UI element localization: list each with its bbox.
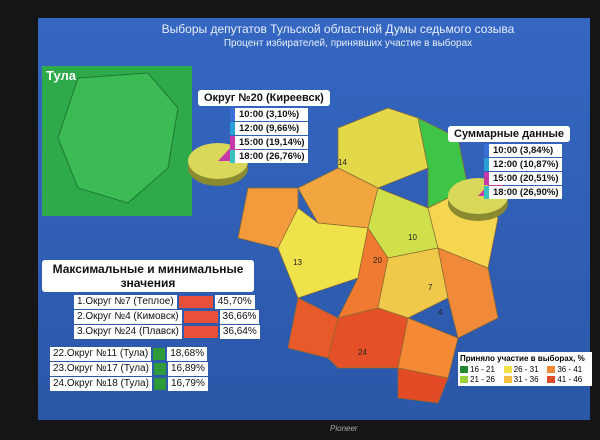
summary-list: 10:00 (3,84%) 12:00 (10,87%) 15:00 (20,51%… <box>484 144 563 200</box>
legend-swatch <box>547 366 556 373</box>
inset-title: Тула <box>46 68 76 83</box>
callout-text: 10:00 (3,10%) <box>239 109 300 120</box>
ranking-value: 16,89% <box>167 362 208 376</box>
legend-label: 31 - 36 <box>513 375 539 384</box>
legend-item: 41 - 46 <box>547 375 590 384</box>
legend-label: 26 - 31 <box>513 365 539 374</box>
ranking-value: 16,79% <box>167 377 208 391</box>
legend-item: 26 - 31 <box>503 365 547 374</box>
callout-text: 15:00 (19,14%) <box>239 137 305 148</box>
legend-swatch <box>503 376 512 383</box>
legend-item: 16 - 21 <box>460 365 503 374</box>
legend-title: Приняло участие в выборах, % <box>460 354 585 363</box>
callout-item: 15:00 (19,14%) <box>230 136 309 149</box>
legend-label: 41 - 46 <box>557 375 583 384</box>
callout-item: 12:00 (9,66%) <box>230 122 309 135</box>
ranking-row: 2.Округ №4 (Кимовск) 36,66% <box>74 310 260 324</box>
ranking-name: 24.Округ №18 (Тула) <box>50 377 152 391</box>
legend: Приняло участие в выборах, % 16 - 21 26 - … <box>458 352 592 386</box>
ranking-bar <box>153 348 166 360</box>
district-number: 20 <box>373 256 382 265</box>
ranking-row: 3.Округ №24 (Плавск) 36,64% <box>74 325 260 339</box>
callout-text: 18:00 (26,76%) <box>239 151 305 162</box>
legend-label: 21 - 26 <box>470 375 495 384</box>
ranking-name: 22.Округ №11 (Тула) <box>50 347 152 361</box>
district-number: 7 <box>428 283 433 292</box>
brand: Pioneer <box>330 424 358 433</box>
callout-item: 18:00 (26,90%) <box>484 186 563 199</box>
callout-text: 18:00 (26,90%) <box>493 187 559 198</box>
callout-item: 12:00 (10,87%) <box>484 158 563 171</box>
callout-item: 15:00 (20,51%) <box>484 172 563 185</box>
ranking-bar <box>183 311 218 323</box>
legend-label: 36 - 41 <box>557 365 583 374</box>
ranking-row: 22.Округ №11 (Тула) 18,68% <box>50 347 260 361</box>
callout-title: Округ №20 (Киреевск) <box>198 90 330 106</box>
callout-text: 15:00 (20,51%) <box>493 173 559 184</box>
screen: Выборы депутатов Тульской областной Думы… <box>38 18 592 420</box>
callout-list: 10:00 (3,10%) 12:00 (9,66%) 15:00 (19,14%)… <box>230 108 309 164</box>
legend-item: 21 - 26 <box>460 375 503 384</box>
city-shape <box>57 72 179 204</box>
callout-item: 18:00 (26,76%) <box>230 150 309 163</box>
ranking-name: 1.Округ №7 (Теплое) <box>74 295 177 309</box>
ranking-title: Максимальные и минимальные значения <box>42 260 254 292</box>
legend-item: 36 - 41 <box>547 365 590 374</box>
ranking-value: 45,70% <box>214 295 255 309</box>
ranking-bar <box>153 378 166 390</box>
legend-swatch <box>547 376 556 383</box>
legend-label: 16 - 21 <box>470 365 495 374</box>
ranking-list: 1.Округ №7 (Теплое) 45,70% 2.Округ №4 (Ким… <box>44 294 260 392</box>
ranking-bar <box>153 363 166 375</box>
ranking-value: 36,64% <box>219 325 260 339</box>
ranking-row: 24.Округ №18 (Тула) 16,79% <box>50 377 260 391</box>
ranking-bar <box>178 296 213 308</box>
district-number: 13 <box>293 258 302 267</box>
ranking-row: 1.Округ №7 (Теплое) 45,70% <box>74 295 260 309</box>
callout-item: 10:00 (3,84%) <box>484 144 563 157</box>
ranking-row: 23.Округ №17 (Тула) 16,89% <box>50 362 260 376</box>
ranking-value: 36,66% <box>219 310 260 324</box>
district-number: 4 <box>438 308 443 317</box>
callout-text: 12:00 (9,66%) <box>239 123 300 134</box>
legend-item: 31 - 36 <box>503 375 547 384</box>
summary-title: Суммарные данные <box>448 126 570 142</box>
ranking-bar <box>183 326 218 338</box>
legend-grid: 16 - 21 26 - 31 36 - 41 21 - 26 31 - 36 41 - … <box>460 365 590 384</box>
title: Выборы депутатов Тульской областной Думы… <box>161 22 515 36</box>
district-number: 24 <box>358 348 367 357</box>
subtitle: Процент избирателей, принявших участие в… <box>223 38 473 49</box>
legend-swatch <box>460 366 468 373</box>
callout-text: 12:00 (10,87%) <box>493 159 559 170</box>
callout-text: 10:00 (3,84%) <box>493 145 554 156</box>
ranking-name: 3.Округ №24 (Плавск) <box>74 325 182 339</box>
ranking-name: 2.Округ №4 (Кимовск) <box>74 310 182 324</box>
legend-swatch <box>503 366 512 373</box>
district-number: 10 <box>408 233 417 242</box>
callout-item: 10:00 (3,10%) <box>230 108 309 121</box>
ranking-name: 23.Округ №17 (Тула) <box>50 362 152 376</box>
legend-swatch <box>460 376 468 383</box>
district-number: 14 <box>338 158 347 167</box>
ranking-value: 18,68% <box>167 347 208 361</box>
